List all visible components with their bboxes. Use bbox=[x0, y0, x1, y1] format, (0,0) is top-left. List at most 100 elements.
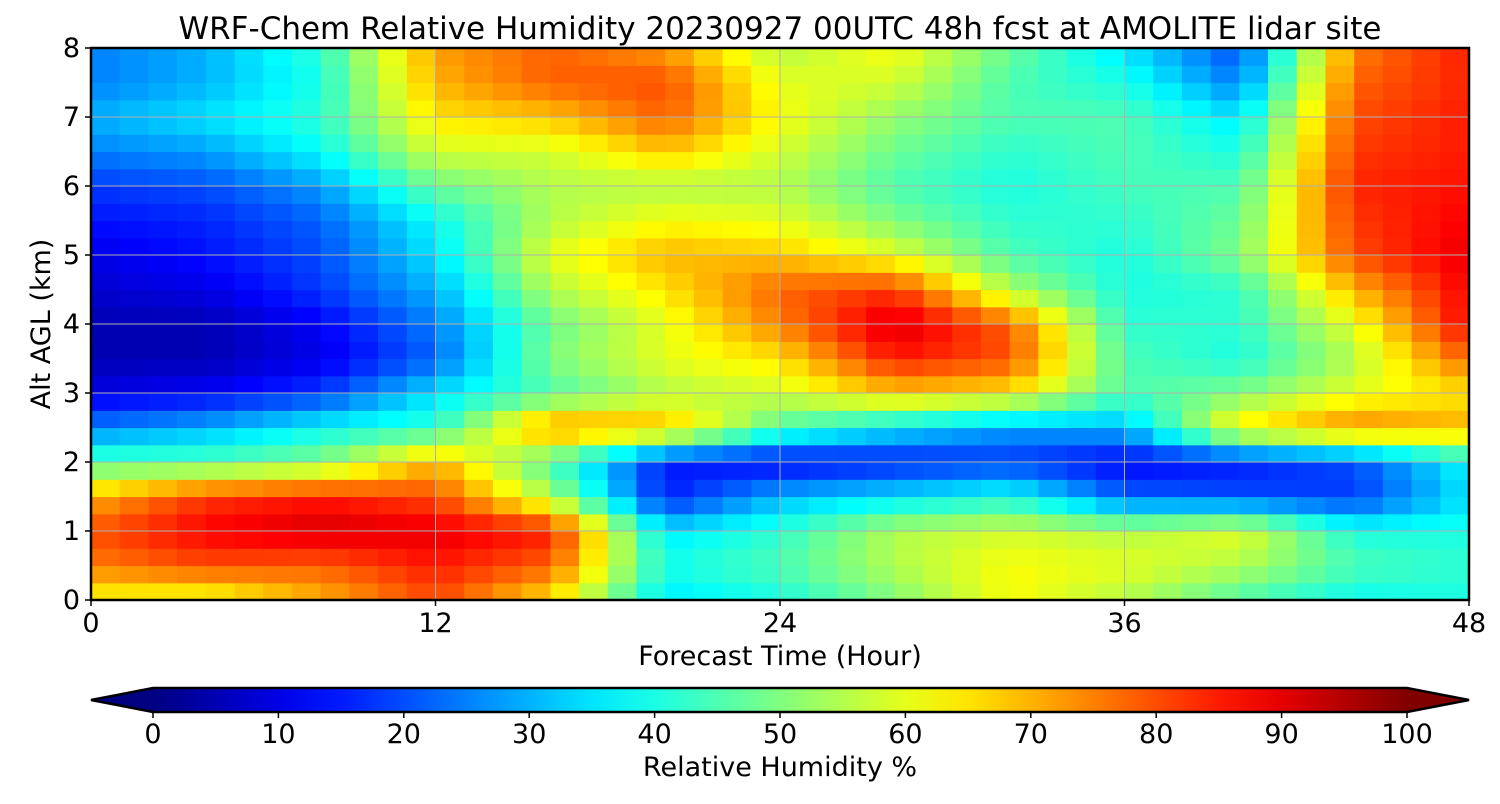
heatmap-cell bbox=[177, 220, 207, 239]
heatmap-cell bbox=[234, 358, 264, 377]
heatmap-cell bbox=[808, 410, 839, 429]
heatmap-cell bbox=[1411, 427, 1441, 446]
x-tick-label: 24 bbox=[763, 608, 797, 639]
heatmap-cell bbox=[406, 548, 437, 567]
y-tick-label: 1 bbox=[63, 516, 80, 547]
heatmap-cell bbox=[1095, 186, 1126, 204]
heatmap-cell bbox=[808, 186, 839, 204]
heatmap-cell bbox=[435, 65, 465, 84]
heatmap-cell bbox=[492, 479, 523, 498]
heatmap-cell bbox=[636, 186, 666, 204]
heatmap-cell bbox=[693, 186, 724, 204]
heatmap-cell bbox=[1411, 531, 1441, 549]
heatmap-cell bbox=[234, 65, 264, 84]
heatmap-cell bbox=[1268, 410, 1298, 429]
heatmap-cell bbox=[550, 410, 580, 429]
heatmap-cell bbox=[837, 186, 867, 204]
heatmap-cell bbox=[1239, 462, 1269, 480]
heatmap-cell bbox=[923, 375, 953, 394]
heatmap-cell bbox=[378, 168, 408, 187]
heatmap-cell bbox=[636, 99, 666, 118]
heatmap-cell bbox=[1296, 341, 1327, 360]
heatmap-cell bbox=[521, 410, 551, 429]
heatmap-cell bbox=[1268, 582, 1298, 600]
heatmap-cell bbox=[349, 479, 379, 498]
heatmap-cell bbox=[521, 48, 551, 66]
heatmap-cell bbox=[579, 186, 609, 204]
heatmap-cell bbox=[1124, 289, 1154, 308]
heatmap-cell bbox=[894, 513, 925, 532]
heatmap-cell bbox=[980, 272, 1011, 291]
heatmap-cell bbox=[636, 479, 666, 498]
heatmap-cell bbox=[177, 134, 207, 153]
heatmap-cell bbox=[1124, 582, 1154, 600]
heatmap-cell bbox=[263, 289, 293, 308]
heatmap-cell bbox=[291, 99, 322, 118]
heatmap-cell bbox=[177, 513, 207, 532]
heatmap-cell bbox=[1210, 531, 1240, 549]
heatmap-cell bbox=[378, 410, 408, 429]
heatmap-cell bbox=[492, 289, 523, 308]
heatmap-cell bbox=[751, 289, 781, 308]
heatmap-cell bbox=[1095, 324, 1126, 342]
heatmap-cell bbox=[320, 462, 350, 480]
heatmap-cell bbox=[923, 427, 953, 446]
heatmap-cell bbox=[205, 168, 236, 187]
heatmap-cell bbox=[406, 462, 437, 480]
heatmap-cell bbox=[492, 255, 523, 273]
heatmap-cell bbox=[636, 151, 666, 170]
heatmap-cell bbox=[148, 65, 178, 84]
heatmap-cell bbox=[1124, 358, 1154, 377]
heatmap-cell bbox=[1354, 65, 1384, 84]
heatmap-cell bbox=[148, 582, 178, 600]
heatmap-cell bbox=[119, 272, 150, 291]
heatmap-cell bbox=[406, 237, 437, 256]
heatmap-cell bbox=[1095, 341, 1126, 360]
heatmap-cell bbox=[1153, 306, 1183, 325]
heatmap-cell bbox=[980, 237, 1011, 256]
heatmap-cell bbox=[91, 444, 121, 463]
heatmap-cell bbox=[550, 582, 580, 600]
heatmap-cell bbox=[177, 272, 207, 291]
heatmap-cell bbox=[119, 203, 150, 222]
heatmap-cell bbox=[521, 151, 551, 170]
heatmap-cell bbox=[119, 134, 150, 153]
heatmap-cell bbox=[521, 548, 551, 567]
heatmap-cell bbox=[1268, 375, 1298, 394]
heatmap-cell bbox=[263, 462, 293, 480]
heatmap-cell bbox=[837, 410, 867, 429]
heatmap-cell bbox=[148, 513, 178, 532]
heatmap-cell bbox=[205, 341, 236, 360]
heatmap-cell bbox=[464, 393, 494, 411]
heatmap-cell bbox=[808, 65, 839, 84]
heatmap-cell bbox=[378, 496, 408, 515]
colorbar-tick-label: 100 bbox=[1381, 719, 1433, 750]
heatmap-cell bbox=[320, 255, 350, 273]
heatmap-cell bbox=[291, 306, 322, 325]
heatmap-cell bbox=[406, 358, 437, 377]
heatmap-cell bbox=[780, 341, 810, 360]
heatmap-cell bbox=[923, 48, 953, 66]
heatmap-cell bbox=[1009, 99, 1039, 118]
heatmap-cell bbox=[894, 272, 925, 291]
heatmap-cell bbox=[780, 168, 810, 187]
heatmap-cell bbox=[952, 548, 982, 567]
heatmap-cell bbox=[435, 324, 465, 342]
heatmap-cell bbox=[1268, 548, 1298, 567]
heatmap-cell bbox=[1124, 48, 1154, 66]
heatmap-cell bbox=[1153, 565, 1183, 584]
heatmap-cell bbox=[866, 565, 896, 584]
heatmap-cell bbox=[1411, 134, 1441, 153]
heatmap-cell bbox=[1411, 237, 1441, 256]
heatmap-cell bbox=[636, 48, 666, 66]
colorbar-ticks: 0 10 20 30 40 50 60 70 80 90 100 bbox=[144, 712, 1433, 750]
heatmap-cell bbox=[464, 565, 494, 584]
heatmap-cell bbox=[177, 306, 207, 325]
heatmap-cell bbox=[435, 99, 465, 118]
heatmap-cell bbox=[406, 513, 437, 532]
heatmap-cell bbox=[607, 117, 638, 135]
heatmap-cell bbox=[1239, 65, 1269, 84]
heatmap-cell bbox=[1354, 462, 1384, 480]
heatmap-cell bbox=[492, 65, 523, 84]
